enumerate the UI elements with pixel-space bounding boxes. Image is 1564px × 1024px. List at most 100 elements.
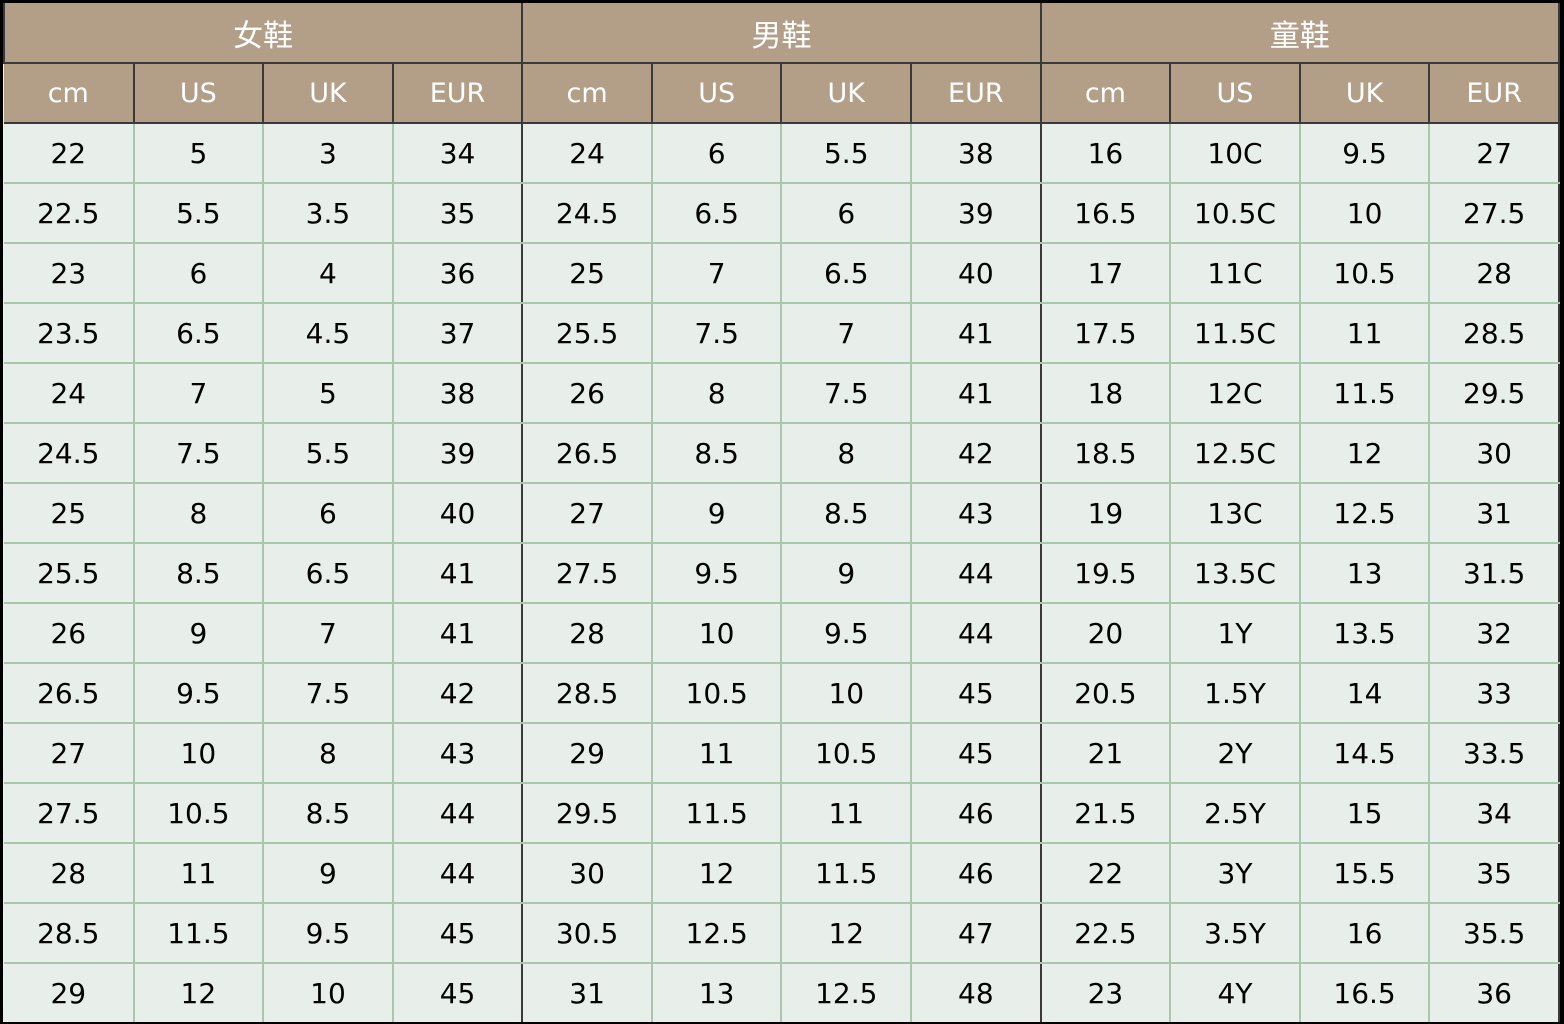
column-header: EUR bbox=[911, 63, 1042, 124]
table-cell: 36 bbox=[392, 243, 524, 304]
column-header: EUR bbox=[392, 63, 524, 124]
table-cell: 7.5 bbox=[263, 663, 394, 724]
table-cell: 4Y bbox=[1170, 963, 1301, 1022]
table-cell: 10 bbox=[1299, 183, 1431, 244]
table-cell: 39 bbox=[392, 423, 524, 484]
table-cell: 45 bbox=[392, 963, 524, 1022]
column-header: UK bbox=[263, 63, 394, 124]
table-cell: 6 bbox=[781, 183, 913, 244]
table-cell: 7.5 bbox=[133, 423, 265, 484]
table-cell: 15.5 bbox=[1299, 843, 1431, 904]
table-cell: 1.5Y bbox=[1170, 663, 1301, 724]
table-cell: 10.5 bbox=[781, 723, 913, 784]
table-cell: 32 bbox=[1429, 603, 1560, 664]
shoe-size-chart: 女鞋 男鞋 童鞋 cm US UK EUR cm US UK EUR cm US UK EUR 22 5… bbox=[2, 3, 1561, 1022]
table-cell: 14 bbox=[1299, 663, 1431, 724]
table-cell: 28 bbox=[1429, 243, 1560, 304]
table-cell: 24 bbox=[522, 123, 653, 184]
table-cell: 27 bbox=[522, 483, 653, 544]
table-cell: 9.5 bbox=[651, 543, 783, 604]
table-cell: 42 bbox=[911, 423, 1042, 484]
table-cell: 7 bbox=[133, 363, 265, 424]
table-cell: 45 bbox=[392, 903, 524, 964]
table-cell: 40 bbox=[392, 483, 524, 544]
table-cell: 33 bbox=[1429, 663, 1560, 724]
table-row: 22 5 3 34 24 6 5.5 38 16 10C 9.5 27 bbox=[4, 123, 1560, 184]
table-cell: 5.5 bbox=[133, 183, 265, 244]
table-cell: 3.5Y bbox=[1170, 903, 1301, 964]
table-cell: 20 bbox=[1040, 603, 1172, 664]
column-header: cm bbox=[1040, 63, 1172, 124]
table-row: 23.5 6.5 4.5 37 25.5 7.5 7 41 17.5 11.5C 11 28.5 bbox=[4, 303, 1560, 364]
table-cell: 17 bbox=[1040, 243, 1172, 304]
table-cell: 12 bbox=[1299, 423, 1431, 484]
table-cell: 46 bbox=[911, 843, 1042, 904]
table-cell: 9 bbox=[133, 603, 265, 664]
table-row: 25 8 6 40 27 9 8.5 43 19 13C 12.5 31 bbox=[4, 483, 1560, 544]
table-cell: 8.5 bbox=[133, 543, 265, 604]
table-cell: 38 bbox=[392, 363, 524, 424]
table-cell: 9.5 bbox=[781, 603, 913, 664]
table-cell: 6 bbox=[651, 123, 783, 184]
table-cell: 4.5 bbox=[263, 303, 394, 364]
table-cell: 26.5 bbox=[522, 423, 653, 484]
table-cell: 16 bbox=[1299, 903, 1431, 964]
table-cell: 38 bbox=[911, 123, 1042, 184]
table-cell: 8.5 bbox=[651, 423, 783, 484]
table-cell: 41 bbox=[392, 603, 524, 664]
table-cell: 24.5 bbox=[522, 183, 653, 244]
table-cell: 16 bbox=[1040, 123, 1172, 184]
table-cell: 5 bbox=[263, 363, 394, 424]
table-cell: 9 bbox=[651, 483, 783, 544]
table-cell: 19 bbox=[1040, 483, 1172, 544]
table-cell: 42 bbox=[392, 663, 524, 724]
table-cell: 10 bbox=[651, 603, 783, 664]
table-cell: 8.5 bbox=[263, 783, 394, 844]
table-cell: 35.5 bbox=[1429, 903, 1560, 964]
table-cell: 6.5 bbox=[263, 543, 394, 604]
table-cell: 24 bbox=[4, 363, 135, 424]
table-cell: 28 bbox=[4, 843, 135, 904]
table-cell: 47 bbox=[911, 903, 1042, 964]
table-cell: 27.5 bbox=[4, 783, 135, 844]
table-cell: 22 bbox=[4, 123, 135, 184]
table-cell: 43 bbox=[911, 483, 1042, 544]
table-cell: 27.5 bbox=[1429, 183, 1560, 244]
table-cell: 6.5 bbox=[651, 183, 783, 244]
table-cell: 6 bbox=[263, 483, 394, 544]
column-header-row: cm US UK EUR cm US UK EUR cm US UK EUR bbox=[4, 63, 1560, 124]
table-cell: 12 bbox=[781, 903, 913, 964]
table-cell: 11C bbox=[1170, 243, 1301, 304]
table-cell: 5.5 bbox=[781, 123, 913, 184]
table-cell: 35 bbox=[392, 183, 524, 244]
table-cell: 9 bbox=[781, 543, 913, 604]
table-cell: 12C bbox=[1170, 363, 1301, 424]
table-cell: 48 bbox=[911, 963, 1042, 1022]
table-cell: 27 bbox=[4, 723, 135, 784]
column-header: UK bbox=[781, 63, 913, 124]
table-cell: 11.5 bbox=[651, 783, 783, 844]
table-cell: 14.5 bbox=[1299, 723, 1431, 784]
table-cell: 13 bbox=[651, 963, 783, 1022]
table-cell: 11.5C bbox=[1170, 303, 1301, 364]
group-kids-title: 童鞋 bbox=[1039, 3, 1561, 64]
column-header: cm bbox=[522, 63, 653, 124]
table-cell: 1Y bbox=[1170, 603, 1301, 664]
table-cell: 43 bbox=[392, 723, 524, 784]
table-cell: 13.5 bbox=[1299, 603, 1431, 664]
table-cell: 10 bbox=[133, 723, 265, 784]
table-cell: 6.5 bbox=[133, 303, 265, 364]
table-cell: 29.5 bbox=[522, 783, 653, 844]
table-cell: 13 bbox=[1299, 543, 1431, 604]
table-cell: 20.5 bbox=[1040, 663, 1172, 724]
table-row: 23 6 4 36 25 7 6.5 40 17 11C 10.5 28 bbox=[4, 243, 1560, 304]
table-cell: 12.5 bbox=[651, 903, 783, 964]
column-header: US bbox=[133, 63, 265, 124]
table-cell: 25 bbox=[522, 243, 653, 304]
table-cell: 11 bbox=[781, 783, 913, 844]
table-cell: 39 bbox=[911, 183, 1042, 244]
table-cell: 41 bbox=[392, 543, 524, 604]
table-cell: 11.5 bbox=[781, 843, 913, 904]
table-row: 27.5 10.5 8.5 44 29.5 11.5 11 46 21.5 2.5Y 15 34 bbox=[4, 783, 1560, 844]
table-cell: 44 bbox=[392, 843, 524, 904]
